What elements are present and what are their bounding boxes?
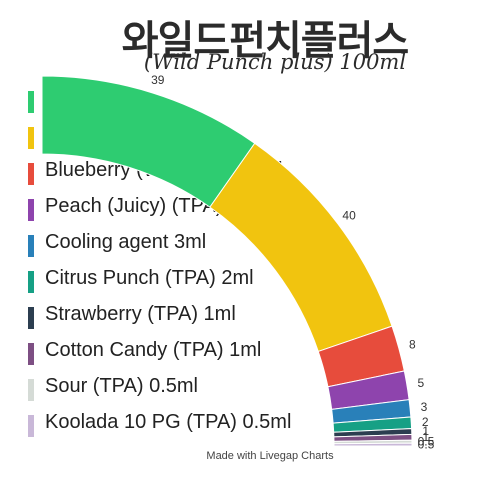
slice-value-label: 1 bbox=[422, 424, 429, 438]
slice-value-label: 39 bbox=[151, 73, 165, 87]
slice-value-label: 0.5 bbox=[418, 434, 435, 448]
legend-swatch bbox=[28, 379, 34, 401]
doughnut-slice[interactable] bbox=[209, 142, 393, 353]
legend-label: Citrus Punch (TPA) 2ml bbox=[45, 267, 254, 289]
legend-label: Strawberry (TPA) 1ml bbox=[45, 303, 236, 325]
legend-swatch bbox=[28, 235, 34, 257]
slice-value-label: 40 bbox=[342, 208, 356, 222]
doughnut-slice[interactable] bbox=[333, 442, 413, 447]
chart-credit: Made with Livegap Charts bbox=[206, 450, 334, 462]
legend-swatch bbox=[28, 307, 34, 329]
slice-value-label: 5 bbox=[417, 376, 424, 390]
chart-subtitle: (Wild Punch plus) 100ml bbox=[143, 50, 407, 74]
legend-swatch bbox=[28, 127, 34, 149]
slice-value-label: 0.5 bbox=[418, 437, 435, 451]
chart-title: 와일드펀치플러스 bbox=[121, 18, 409, 64]
legend-swatch bbox=[28, 199, 34, 221]
legend-label: Sour (TPA) 0.5ml bbox=[45, 375, 198, 397]
legend-swatch bbox=[28, 163, 34, 185]
legend-label: Cotton Candy (TPA) 1ml bbox=[45, 339, 262, 361]
doughnut-slice[interactable] bbox=[41, 75, 256, 208]
legend-label: Cooling agent 3ml bbox=[45, 231, 207, 253]
legend-swatch bbox=[28, 91, 34, 113]
slice-value-label: 1 bbox=[423, 430, 430, 444]
slice-value-label: 8 bbox=[409, 338, 416, 352]
legend-swatch bbox=[28, 415, 34, 437]
slice-value-label: 3 bbox=[421, 400, 428, 414]
legend-swatch bbox=[28, 343, 34, 365]
legend-label: Koolada 10 PG (TPA) 0.5ml bbox=[45, 411, 292, 433]
slice-value-label: 2 bbox=[422, 415, 429, 429]
legend-swatch bbox=[28, 271, 34, 293]
